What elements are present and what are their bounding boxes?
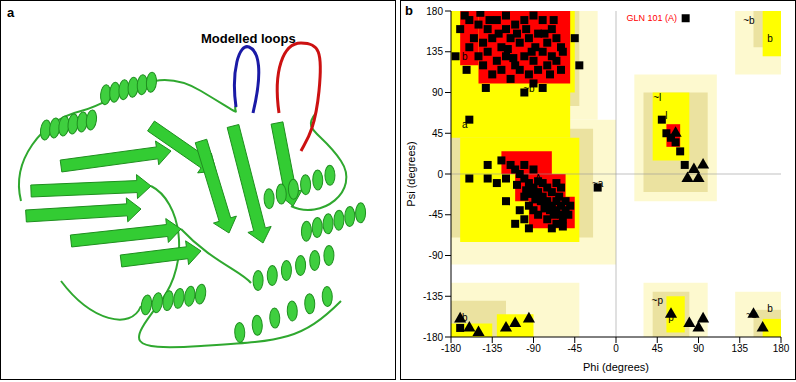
svg-text:180: 180 — [426, 6, 443, 17]
svg-text:A: A — [535, 173, 542, 184]
svg-text:l: l — [665, 110, 667, 121]
svg-text:b: b — [767, 33, 773, 44]
svg-text:45: 45 — [652, 343, 664, 354]
svg-text:0: 0 — [613, 343, 619, 354]
svg-text:-180: -180 — [423, 332, 443, 343]
svg-text:b: b — [462, 51, 468, 62]
svg-text:-135: -135 — [482, 343, 502, 354]
svg-text:135: 135 — [426, 46, 443, 57]
svg-text:~b: ~b — [743, 15, 755, 26]
svg-text:b: b — [462, 312, 468, 323]
svg-text:-135: -135 — [423, 291, 443, 302]
svg-text:GLN 101 (A): GLN 101 (A) — [626, 13, 677, 23]
svg-text:-45: -45 — [429, 209, 444, 220]
svg-text:45: 45 — [432, 128, 444, 139]
svg-text:a: a — [462, 119, 468, 130]
svg-text:~a: ~a — [592, 178, 604, 189]
svg-text:-90: -90 — [526, 343, 541, 354]
svg-text:-45: -45 — [568, 343, 583, 354]
svg-text:-90: -90 — [429, 250, 444, 261]
svg-text:90: 90 — [432, 87, 444, 98]
svg-text:~p: ~p — [652, 295, 664, 306]
svg-text:Phi (degrees): Phi (degrees) — [583, 361, 649, 373]
svg-text:p: p — [668, 312, 674, 323]
svg-text:~b: ~b — [523, 83, 535, 94]
svg-text:Modelled loops: Modelled loops — [201, 31, 296, 46]
svg-text:-180: -180 — [441, 343, 461, 354]
svg-text:90: 90 — [693, 343, 705, 354]
svg-text:~l: ~l — [653, 92, 661, 103]
svg-text:b: b — [767, 303, 773, 314]
svg-text:Psi (degrees): Psi (degrees) — [405, 141, 417, 206]
svg-text:180: 180 — [773, 343, 790, 354]
svg-text:~b: ~b — [746, 309, 758, 320]
svg-text:0: 0 — [437, 169, 443, 180]
svg-text:135: 135 — [731, 343, 748, 354]
html-text:b: b — [405, 3, 413, 18]
svg-text:a: a — [7, 5, 15, 20]
